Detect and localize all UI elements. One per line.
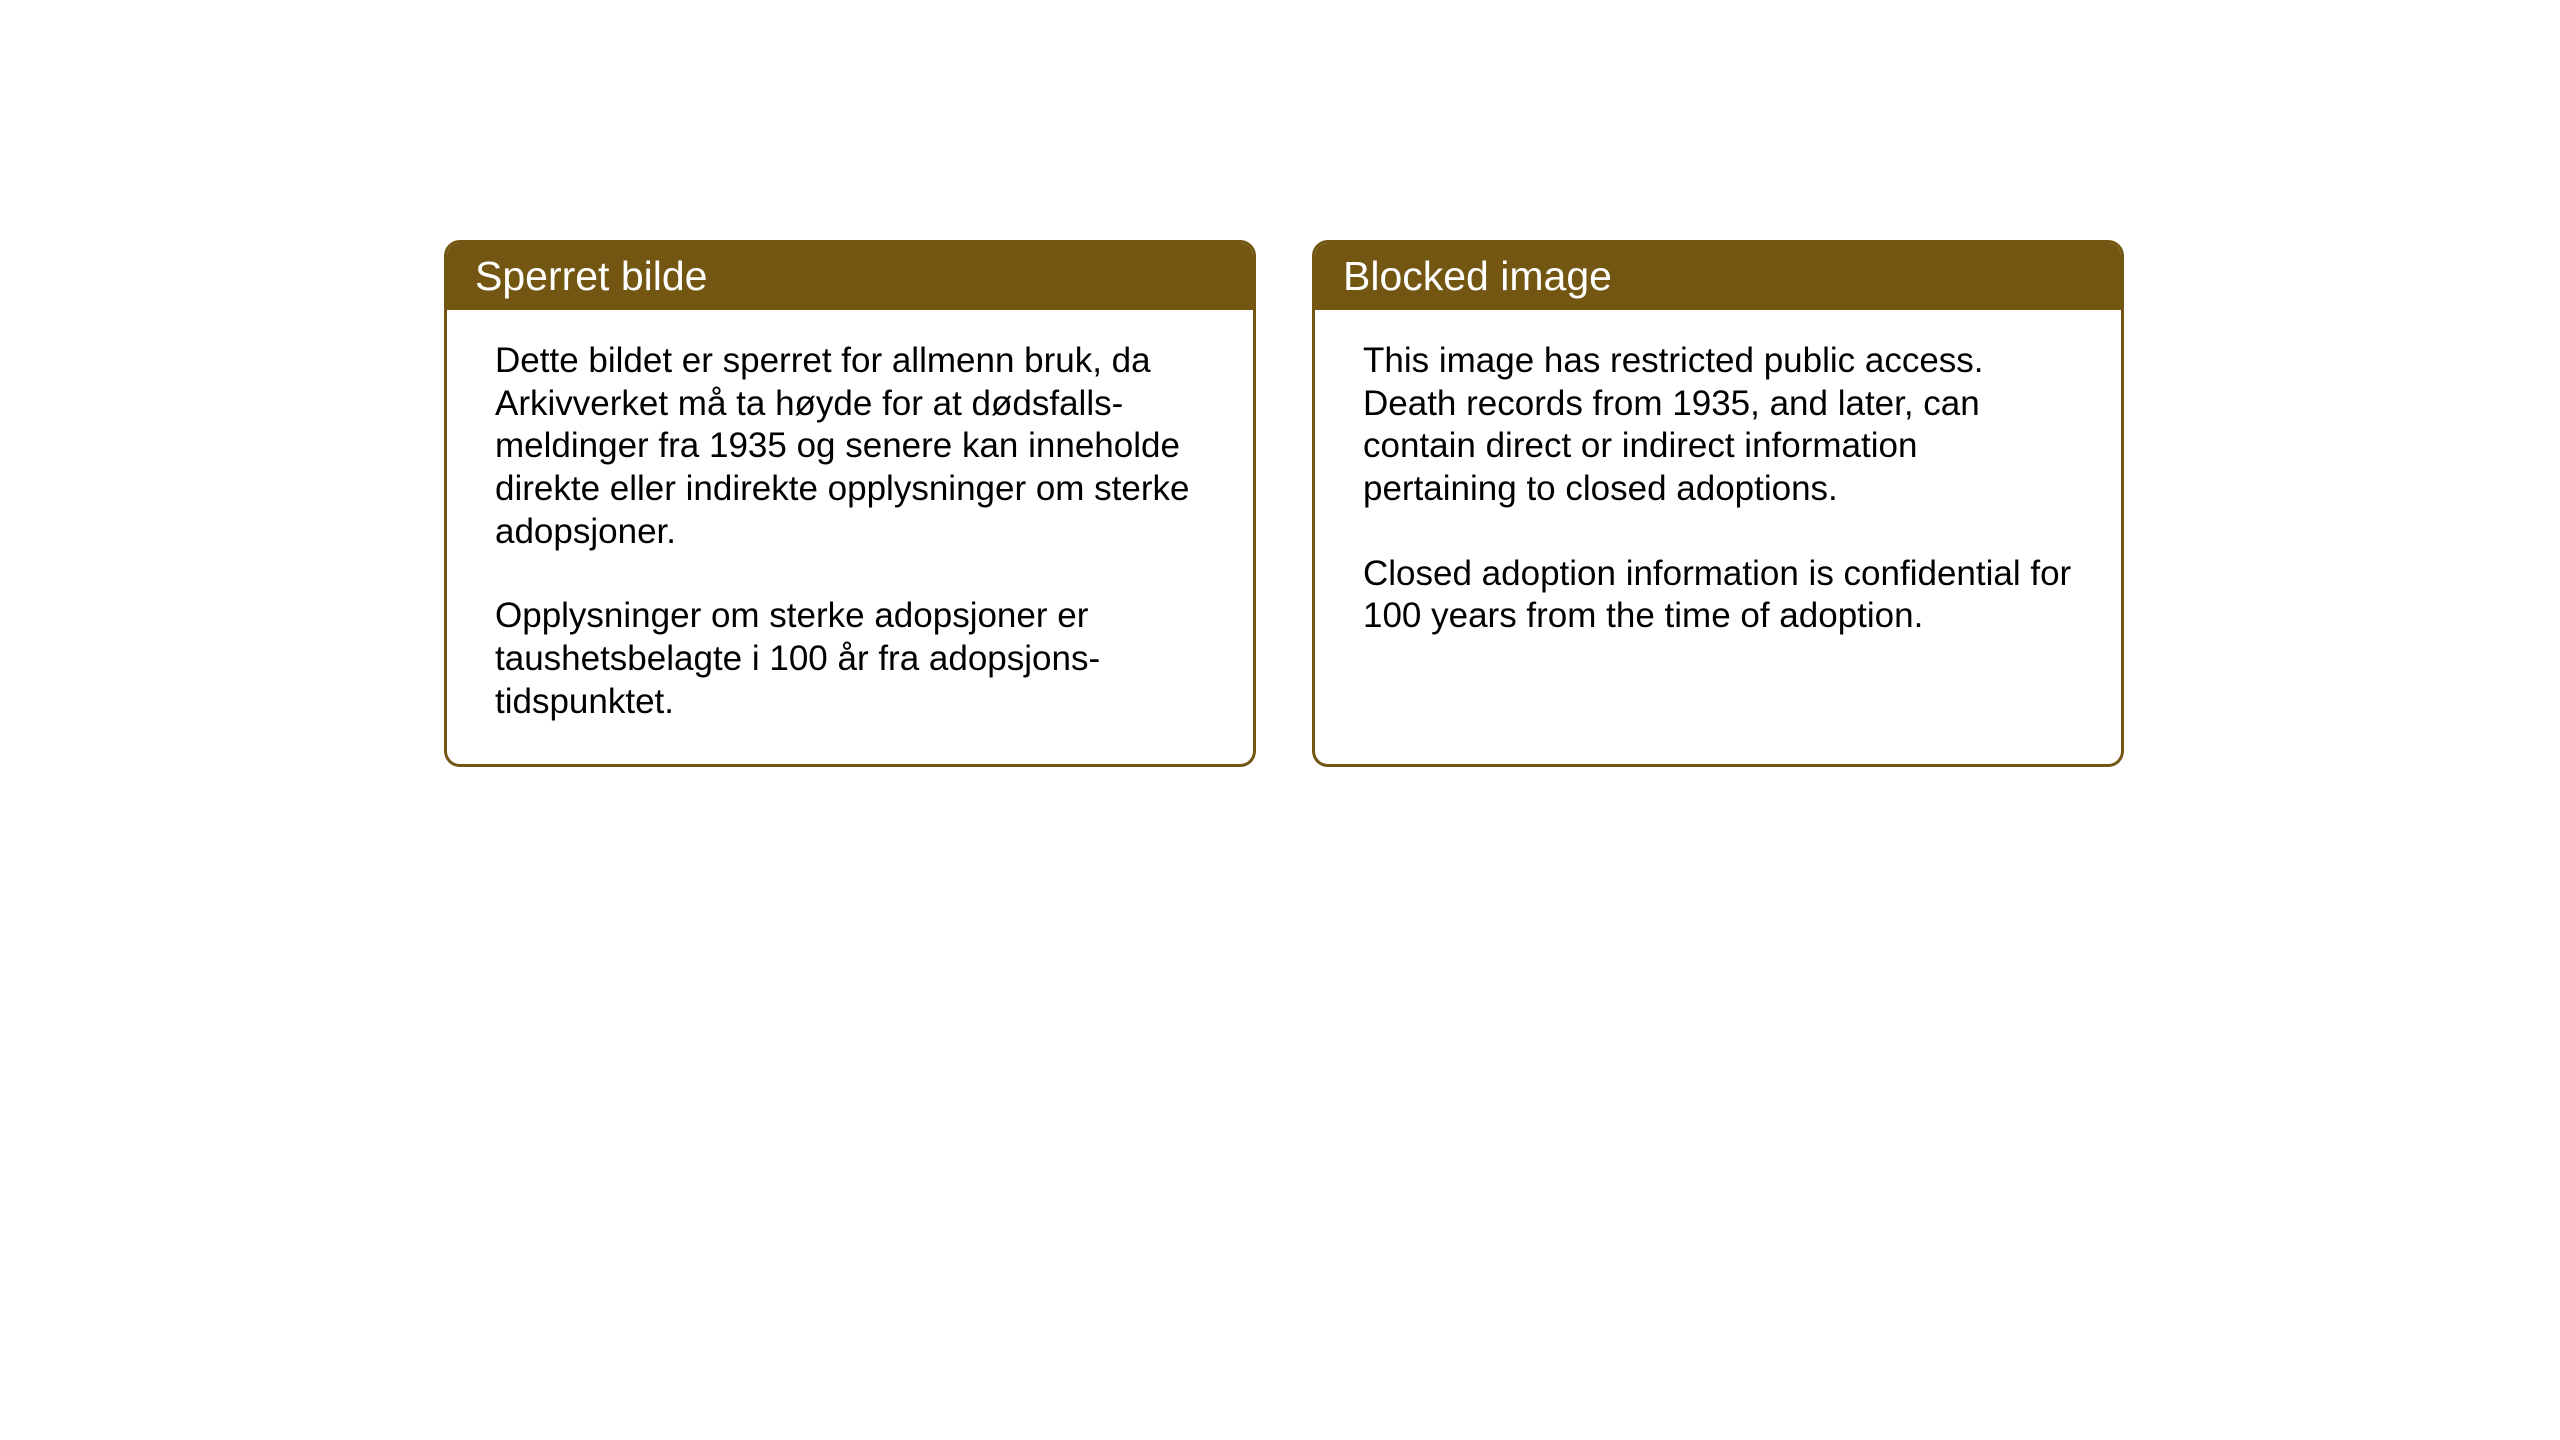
norwegian-card-body: Dette bildet er sperret for allmenn bruk… [447,310,1253,764]
norwegian-card-title: Sperret bilde [447,243,1253,310]
norwegian-paragraph-2: Opplysninger om sterke adopsjoner er tau… [495,595,1205,723]
norwegian-notice-card: Sperret bilde Dette bildet er sperret fo… [444,240,1256,767]
english-card-title: Blocked image [1315,243,2121,310]
english-notice-card: Blocked image This image has restricted … [1312,240,2124,767]
english-card-body: This image has restricted public access.… [1315,310,2121,748]
notice-cards-container: Sperret bilde Dette bildet er sperret fo… [444,240,2124,767]
norwegian-paragraph-1: Dette bildet er sperret for allmenn bruk… [495,340,1205,553]
english-paragraph-1: This image has restricted public access.… [1363,340,2073,511]
english-paragraph-2: Closed adoption information is confident… [1363,553,2073,638]
